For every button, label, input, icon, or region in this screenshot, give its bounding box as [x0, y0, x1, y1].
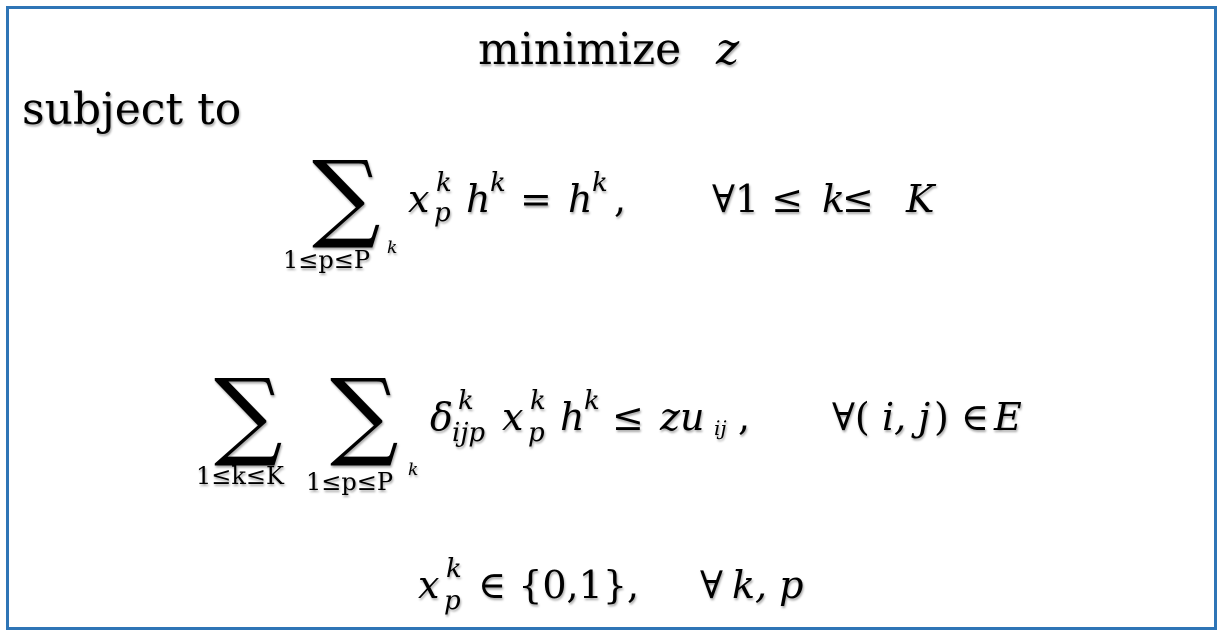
constraint-2-quantifier: ∀( — [832, 395, 870, 439]
constraint-2-sum1-symbol: ∑ — [214, 358, 283, 470]
constraint-2-delta: δ — [430, 395, 453, 439]
constraint-1-quantifier-rel: ≤ — [842, 177, 874, 221]
constraint-2-quantifier-close: ) ∈ — [934, 395, 990, 439]
constraint-2-comma: , — [738, 395, 751, 439]
constraint-1-h: h — [466, 177, 491, 221]
constraint-1-rhs-sup: k — [592, 168, 608, 198]
constraint-2-sum2-index: 1≤p≤P — [306, 468, 393, 496]
constraint-1-sum-index: 1≤p≤P — [283, 246, 370, 274]
constraint-2-sum1-index: 1≤k≤K — [196, 462, 284, 490]
constraint-2-x-sup: k — [530, 386, 546, 416]
constraint-1-x: x — [408, 177, 430, 221]
constraint-2-rhs: zu — [660, 395, 705, 439]
constraint-2-delta-sup: k — [458, 386, 474, 416]
constraint-3-domain: ∈ {0,1}, — [478, 563, 640, 607]
constraint-1-x-sup: k — [436, 168, 452, 198]
constraint-2-h-sup: k — [584, 386, 600, 416]
constraint-3-x: x — [418, 563, 440, 607]
constraint-2-rhs-sub: ij — [714, 416, 727, 440]
constraint-1-comma: , — [614, 177, 627, 221]
constraint-3-quantifier: ∀ — [700, 563, 723, 607]
constraint-2-quantifier-vars: i, j — [882, 395, 931, 439]
constraint-2-relation: ≤ — [612, 395, 644, 439]
constraint-1-rhs: h — [568, 177, 593, 221]
objective-variable: z — [716, 24, 740, 75]
constraint-1-relation: = — [520, 177, 552, 221]
constraint-3-x-sub: p — [444, 586, 461, 616]
constraint-3-x-sup: k — [446, 554, 462, 584]
constraint-2-x-sub: p — [528, 418, 545, 448]
constraint-3-quantifier-vars: k, p — [732, 563, 804, 607]
constraint-1-h-sup: k — [490, 168, 506, 198]
constraint-2-x: x — [502, 395, 524, 439]
formulation-frame — [6, 6, 1217, 630]
constraint-1-sum-index-sup: k — [387, 238, 398, 258]
constraint-2-sum2-index-sup: k — [408, 460, 419, 480]
constraint-1-sum-symbol: ∑ — [312, 140, 381, 252]
constraint-2-delta-sub: ijp — [452, 418, 486, 448]
constraint-1-quantifier: ∀1 ≤ — [712, 177, 804, 221]
constraint-1-quantifier-bound: K — [906, 177, 935, 221]
constraint-1-x-sub: p — [434, 198, 451, 228]
constraint-2-sum2-symbol: ∑ — [330, 358, 399, 470]
constraint-1-quantifier-var: k — [822, 177, 846, 221]
constraint-2-quantifier-set: E — [994, 395, 1022, 439]
constraint-2-h: h — [560, 395, 585, 439]
subject-to-label: subject to — [22, 84, 242, 135]
objective-keyword: minimize — [478, 24, 682, 75]
